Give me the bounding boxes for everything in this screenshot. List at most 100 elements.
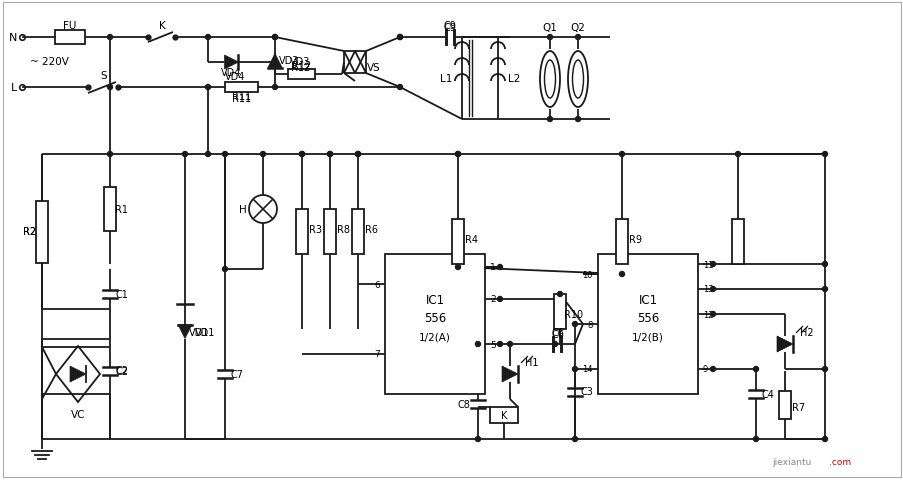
Text: R4: R4 <box>465 235 478 244</box>
Polygon shape <box>224 56 238 70</box>
Text: Q2: Q2 <box>570 23 585 33</box>
Text: jiexiantu: jiexiantu <box>771 457 811 467</box>
Bar <box>554 294 565 329</box>
Circle shape <box>455 152 460 157</box>
Bar <box>288 70 314 80</box>
Circle shape <box>397 85 402 90</box>
Polygon shape <box>70 366 86 382</box>
Text: 13: 13 <box>703 285 712 294</box>
Text: C9: C9 <box>443 21 456 31</box>
Text: R7: R7 <box>792 402 805 412</box>
Text: C4: C4 <box>760 389 774 399</box>
Text: 10: 10 <box>582 270 592 279</box>
Bar <box>225 83 258 93</box>
Text: 1/2(B): 1/2(B) <box>631 331 663 341</box>
Text: R1: R1 <box>116 204 128 215</box>
Text: 8: 8 <box>587 320 592 329</box>
Bar <box>36 201 48 263</box>
Text: 556: 556 <box>424 311 446 324</box>
Text: 6: 6 <box>374 280 379 289</box>
Text: 7: 7 <box>374 350 379 359</box>
Text: R8: R8 <box>337 225 350 235</box>
Text: C3: C3 <box>580 386 592 396</box>
Bar <box>104 188 116 231</box>
Text: C2: C2 <box>116 366 128 376</box>
Text: Q1: Q1 <box>542 23 557 33</box>
Text: R3: R3 <box>309 225 322 235</box>
Text: VD1: VD1 <box>189 327 209 337</box>
Circle shape <box>355 152 360 157</box>
Circle shape <box>455 152 460 157</box>
Bar <box>731 219 743 264</box>
Polygon shape <box>267 54 282 68</box>
Text: C6: C6 <box>551 329 563 339</box>
Circle shape <box>572 322 577 327</box>
Circle shape <box>299 152 304 157</box>
Circle shape <box>107 36 112 40</box>
Text: 556: 556 <box>637 311 658 324</box>
Bar <box>452 219 463 264</box>
Circle shape <box>572 437 577 442</box>
Text: H: H <box>239 204 247 215</box>
Circle shape <box>272 36 277 40</box>
Text: R2: R2 <box>23 227 36 237</box>
Circle shape <box>327 152 332 157</box>
Text: ~ 220V: ~ 220V <box>30 57 69 67</box>
Circle shape <box>619 152 624 157</box>
Circle shape <box>822 437 826 442</box>
Circle shape <box>272 60 277 65</box>
Text: L2: L2 <box>507 74 520 84</box>
Text: R6: R6 <box>365 225 378 235</box>
Bar <box>489 407 517 423</box>
Circle shape <box>205 152 210 157</box>
Circle shape <box>107 152 112 157</box>
Polygon shape <box>178 325 191 339</box>
Circle shape <box>327 152 332 157</box>
Circle shape <box>753 437 758 442</box>
Circle shape <box>497 265 502 270</box>
Circle shape <box>822 367 826 372</box>
Circle shape <box>507 342 512 347</box>
Text: C2: C2 <box>116 366 128 376</box>
Circle shape <box>753 367 758 372</box>
Circle shape <box>710 312 714 317</box>
Bar <box>778 392 790 419</box>
Bar <box>615 219 628 264</box>
Text: C7: C7 <box>230 369 243 379</box>
Circle shape <box>822 262 826 267</box>
Circle shape <box>299 152 304 157</box>
Bar <box>323 210 336 254</box>
Text: R2: R2 <box>23 227 36 237</box>
Text: VD3: VD3 <box>290 57 310 67</box>
Text: L: L <box>11 83 17 93</box>
Text: K: K <box>500 410 507 420</box>
Circle shape <box>822 152 826 157</box>
Polygon shape <box>777 336 792 352</box>
Text: VD1: VD1 <box>195 327 215 337</box>
Circle shape <box>107 85 112 90</box>
Circle shape <box>547 36 552 40</box>
Text: VD3: VD3 <box>278 56 299 66</box>
Circle shape <box>710 262 714 267</box>
Circle shape <box>822 287 826 292</box>
Text: R11: R11 <box>232 94 251 104</box>
Circle shape <box>205 85 210 90</box>
Circle shape <box>397 36 402 40</box>
Text: L1: L1 <box>439 74 452 84</box>
Circle shape <box>272 36 277 40</box>
Text: C1: C1 <box>116 289 128 300</box>
Circle shape <box>619 272 624 277</box>
Circle shape <box>572 367 577 372</box>
Text: R10: R10 <box>563 309 583 319</box>
Bar <box>295 210 308 254</box>
Circle shape <box>735 152 740 157</box>
Text: R9: R9 <box>628 235 642 244</box>
Text: IC1: IC1 <box>425 293 444 306</box>
Text: R11: R11 <box>232 92 251 102</box>
Bar <box>385 254 485 394</box>
Text: .com: .com <box>828 457 850 467</box>
Circle shape <box>475 342 480 347</box>
Text: 1/2(A): 1/2(A) <box>419 331 451 341</box>
Text: S: S <box>100 71 107 81</box>
Text: C9: C9 <box>443 23 456 33</box>
